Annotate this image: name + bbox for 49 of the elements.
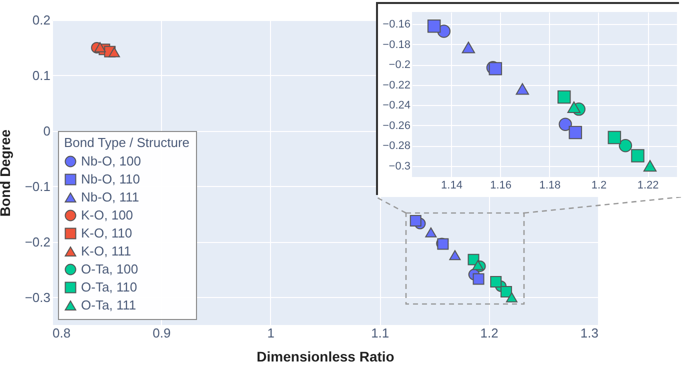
y-axis-title: Bond Degree [0, 129, 13, 217]
legend-label: Nb-O, 110 [81, 172, 140, 186]
point [608, 130, 622, 144]
point [516, 83, 530, 95]
legend-label: K-O, 111 [81, 244, 132, 258]
point [462, 42, 476, 54]
x-tick-label: 1.2 [480, 326, 498, 340]
y-tick-label: −0.2 [388, 59, 410, 72]
y-tick-label: −0.3 [24, 290, 50, 305]
point [558, 118, 572, 131]
x-axis-title: Dimensionless Ratio [256, 348, 394, 364]
point [558, 90, 571, 104]
point [567, 101, 581, 113]
x-tick-label: 1.3 [580, 326, 598, 340]
y-tick-label: −0.24 [382, 100, 410, 112]
legend-label: O-Ta, 100 [81, 262, 138, 276]
x-tick-label: 1.18 [539, 180, 561, 192]
x-tick-label: 1.14 [441, 180, 462, 192]
point [618, 139, 632, 152]
y-tick-label: −0.3 [388, 160, 410, 172]
legend-title: Bond Type / Structure [64, 135, 190, 150]
legend-label: K-O, 100 [81, 208, 134, 222]
legend-label: Nb-O, 111 [81, 190, 140, 204]
y-tick-label: −0.2 [24, 234, 50, 250]
x-tick-label: 0.9 [152, 326, 171, 340]
point [568, 126, 582, 140]
x-tick-label: 1.2 [591, 180, 607, 192]
point [427, 20, 441, 33]
legend-label: Nb-O, 100 [81, 154, 141, 168]
legend-label: O-Ta, 110 [81, 280, 138, 294]
y-tick-label: −0.22 [382, 79, 410, 92]
x-tick-label: 1.22 [637, 180, 659, 192]
point [631, 149, 644, 162]
point [488, 62, 502, 76]
y-tick-label: 0 [43, 123, 50, 138]
point [643, 160, 657, 172]
x-tick-label: 1 [267, 326, 275, 340]
y-tick-label: 0.1 [32, 68, 50, 83]
y-tick-label: −0.26 [382, 120, 410, 132]
y-tick-label: −0.28 [382, 140, 410, 152]
y-tick-label: 0.2 [32, 12, 50, 28]
y-tick-label: −0.18 [382, 38, 410, 51]
x-tick-label: 0.8 [52, 326, 71, 340]
legend-label: O-Ta, 111 [81, 298, 136, 312]
x-tick-label: 1.1 [371, 326, 390, 340]
y-tick-label: −0.16 [382, 18, 410, 31]
y-tick-label: −0.1 [24, 178, 50, 194]
legend-label: K-O, 110 [81, 226, 132, 240]
x-tick-label: 1.16 [490, 180, 512, 192]
